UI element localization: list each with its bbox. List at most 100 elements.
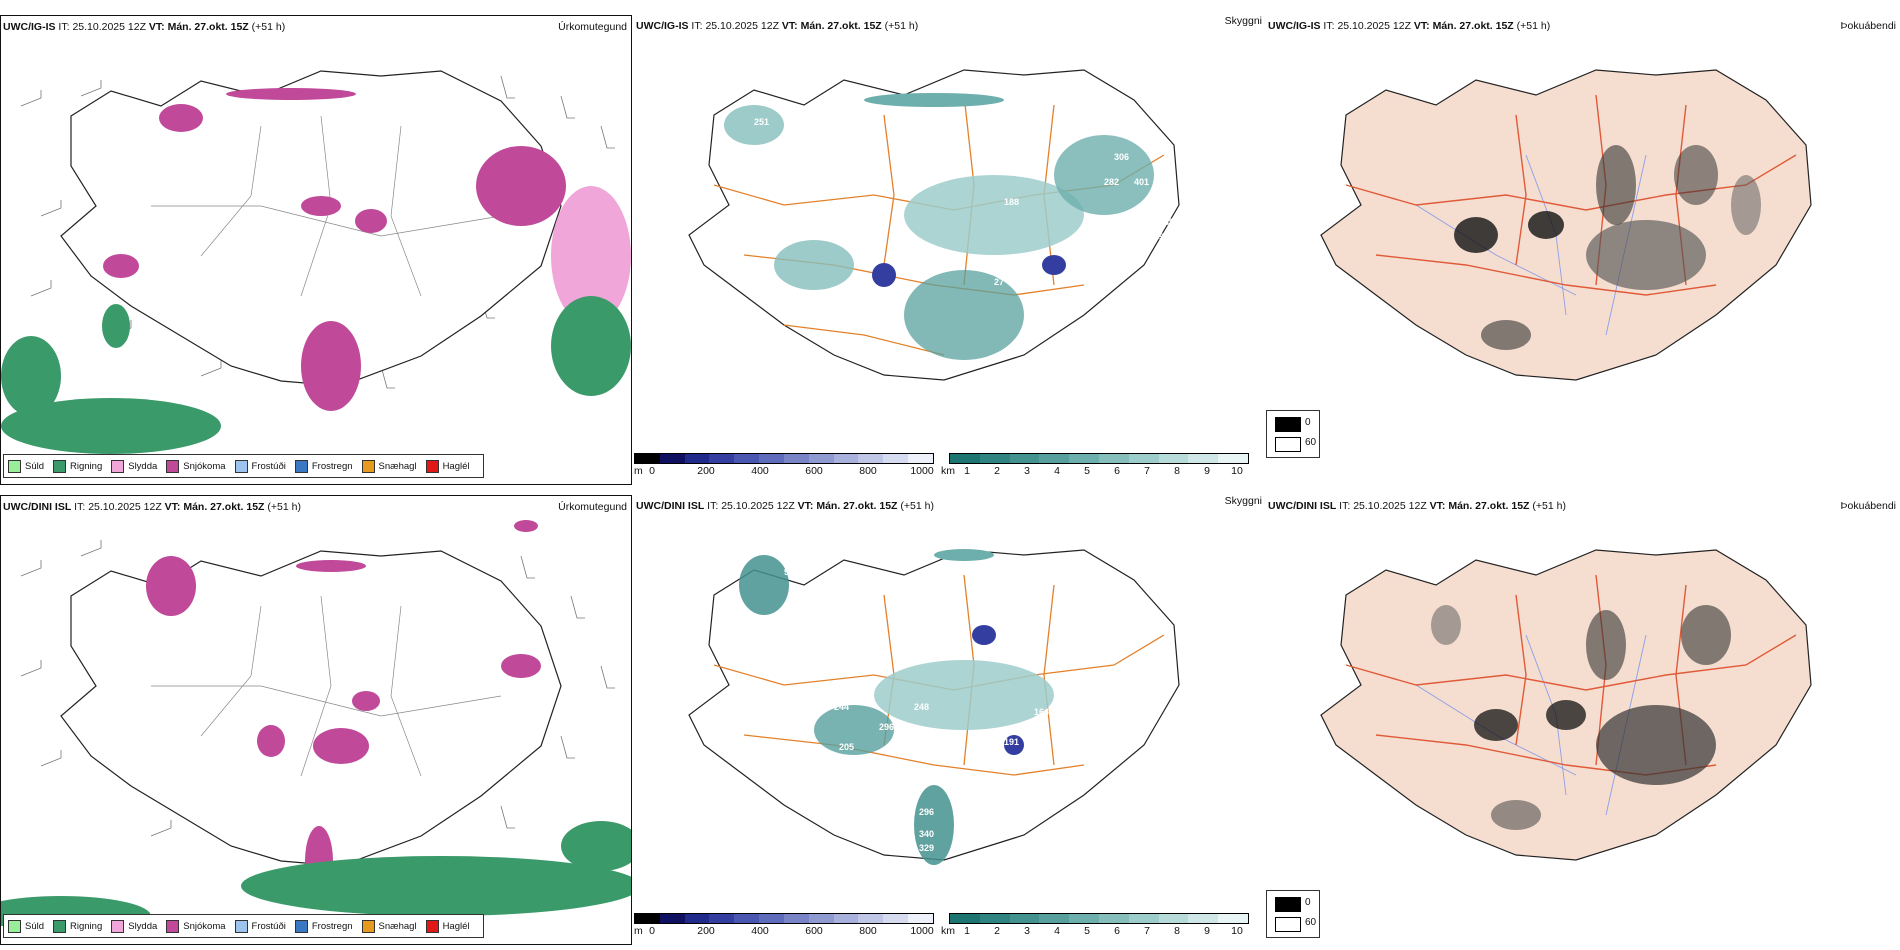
panel-title: Úrkomutegund <box>558 501 627 513</box>
panel-title: Skyggni <box>1224 15 1262 27</box>
colorbar-tick: 3 <box>1024 465 1030 477</box>
station-label: 59 <box>1014 597 1024 607</box>
station-label: 205 <box>839 742 854 752</box>
legend-item: Haglél <box>425 919 470 933</box>
visibility-map[interactable]: 97 591 363 59 22 244 296 248 164 191 205… <box>634 515 1266 905</box>
precip-map[interactable] <box>1 516 632 926</box>
colorbar-cell <box>684 914 710 923</box>
fog-areas <box>1454 145 1761 350</box>
station-label: 363 <box>989 647 1004 657</box>
colorbar-cell <box>783 454 809 463</box>
ceiling-colorbar: 0 200 400 600 800 1000 <box>634 453 934 477</box>
station-label: 255 <box>1134 225 1149 235</box>
fog-panel-dini: UWC/DINI ISL IT: 25.10.2025 12Z VT: Mán.… <box>1266 495 1900 945</box>
colorbar-cell <box>1188 454 1219 463</box>
station-label: 306 <box>1114 152 1129 162</box>
visibility-unit: km <box>941 465 955 477</box>
station-label: 188 <box>1004 197 1019 207</box>
precip-type-panel-dini: UWC/DINI ISL IT: 25.10.2025 12Z VT: Mán.… <box>0 495 632 945</box>
swatch <box>166 919 180 933</box>
colorbar-cell <box>659 914 685 923</box>
station-label: 27 <box>994 277 1004 287</box>
visibility-areas <box>739 549 1054 865</box>
colorbar-cell <box>833 454 859 463</box>
colorbar-cell <box>1218 454 1248 463</box>
station-label: 329 <box>919 843 934 853</box>
station-label: 71 <box>874 287 884 297</box>
colorbar-tick: 10 <box>1231 465 1243 477</box>
station-label: 340 <box>919 829 934 839</box>
colorbar-cell <box>635 914 660 923</box>
colorbar-cell <box>1158 914 1189 923</box>
station-label: 401 <box>1134 177 1149 187</box>
colorbar-cell <box>858 454 884 463</box>
station-label: 191 <box>1004 737 1019 747</box>
panel-header: UWC/IG-IS IT: 25.10.2025 12Z VT: Mán. 27… <box>636 20 919 32</box>
station-label: 106 <box>1054 347 1069 357</box>
fog-swatch-dark <box>1275 897 1301 912</box>
panel-title: Þokuábendi <box>1840 500 1896 512</box>
swatch <box>111 919 125 933</box>
colorbar-tick: 2 <box>994 925 1000 937</box>
fog-map[interactable] <box>1266 35 1900 445</box>
colorbar-tick: 400 <box>751 465 769 477</box>
colorbar-cell <box>1039 454 1070 463</box>
colorbar-cell <box>833 914 859 923</box>
colorbar-tick: 200 <box>697 925 715 937</box>
colorbar-cell <box>734 454 760 463</box>
fog-areas <box>1431 605 1731 830</box>
panel-header: UWC/IG-IS IT: 25.10.2025 12Z VT: Mán. 27… <box>3 21 286 33</box>
swatch <box>166 459 180 473</box>
station-labels: 97 591 363 59 22 244 296 248 164 191 205… <box>754 567 1064 853</box>
station-labels: 251 306 401 282 27 396 255 357 188 270 3… <box>754 117 1179 402</box>
panel-title: Þokuábendi <box>1840 20 1896 32</box>
colorbar-tick: 4 <box>1054 925 1060 937</box>
station-label: 244 <box>834 702 849 712</box>
colorbar-tick: 0 <box>649 925 655 937</box>
colorbar-cell <box>1039 914 1070 923</box>
precip-legend: Súld Rigning Slydda Snjókoma Frostúði Fr… <box>3 914 484 938</box>
colorbar-tick: 6 <box>1114 925 1120 937</box>
colorbar-cell <box>979 914 1010 923</box>
swatch <box>361 919 375 933</box>
fog-map[interactable] <box>1266 515 1900 905</box>
precip-map[interactable] <box>1 36 632 466</box>
swatch <box>425 459 439 473</box>
ceiling-unit: m <box>634 465 643 477</box>
legend-item: Haglél <box>425 459 470 473</box>
fog-swatch-light <box>1275 437 1301 452</box>
colorbar-tick: 5 <box>1084 925 1090 937</box>
colorbar-tick: 1 <box>964 925 970 937</box>
colorbar-cell <box>1009 914 1040 923</box>
panel-header: UWC/DINI ISL IT: 25.10.2025 12Z VT: Mán.… <box>1268 500 1566 512</box>
station-label: 357 <box>1154 232 1169 242</box>
station-label: 296 <box>879 722 894 732</box>
visibility-colorbar: 1 2 3 4 5 6 7 8 9 10 <box>949 453 1249 477</box>
colorbar-cell <box>1158 454 1189 463</box>
colorbar-cell <box>709 454 735 463</box>
colorbar-cell <box>759 454 784 463</box>
panel-header: UWC/IG-IS IT: 25.10.2025 12Z VT: Mán. 27… <box>1268 20 1551 32</box>
station-label: 270 <box>904 267 919 277</box>
visibility-unit: km <box>941 925 955 937</box>
colorbar-cell <box>1128 914 1159 923</box>
swatch <box>111 459 125 473</box>
visibility-colorbar: 1 2 3 4 5 6 7 8 9 10 <box>949 913 1249 937</box>
legend-item: Slydda <box>111 919 157 933</box>
colorbar-tick: 7 <box>1144 465 1150 477</box>
colorbar-tick: 9 <box>1204 925 1210 937</box>
colorbar-tick: 9 <box>1204 465 1210 477</box>
swatch <box>8 459 21 473</box>
visibility-map[interactable]: 251 306 401 282 27 396 255 357 188 270 3… <box>634 35 1266 445</box>
swatch <box>361 459 375 473</box>
colorbar-tick: 600 <box>805 925 823 937</box>
colorbar-cell <box>1009 454 1040 463</box>
colorbar-cell <box>950 914 980 923</box>
colorbar-cell <box>908 454 933 463</box>
colorbar-cell <box>908 914 933 923</box>
colorbar-tick: 0 <box>649 465 655 477</box>
panel-header: UWC/DINI ISL IT: 25.10.2025 12Z VT: Mán.… <box>3 501 301 513</box>
colorbar-tick: 10 <box>1231 925 1243 937</box>
iceland-outline <box>60 550 562 867</box>
colorbar-cell <box>883 914 909 923</box>
